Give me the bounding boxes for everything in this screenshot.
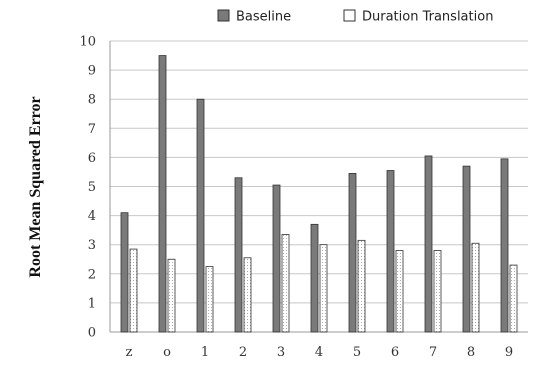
bar-duration-translation-8 bbox=[471, 242, 480, 333]
bar-duration-translation-7 bbox=[433, 250, 442, 333]
bar-baseline-1 bbox=[196, 98, 205, 333]
y-tick-label: 4 bbox=[88, 209, 96, 224]
bar-duration-translation-5 bbox=[357, 239, 366, 333]
y-tick-label: 1 bbox=[88, 296, 96, 311]
x-tick-label: 3 bbox=[277, 345, 285, 360]
bar-baseline-9 bbox=[500, 158, 509, 333]
y-axis-title: Root Mean Squared Error bbox=[27, 96, 44, 277]
y-tick-label: 10 bbox=[79, 35, 96, 50]
bar-baseline-7 bbox=[424, 155, 433, 333]
x-tick-labels: z o 1 2 3 4 5 6 7 8 9 bbox=[126, 345, 514, 360]
x-tick-label: 6 bbox=[391, 345, 399, 360]
x-tick-label: 4 bbox=[315, 345, 323, 360]
bar-baseline-z bbox=[120, 212, 129, 333]
legend-swatch-baseline bbox=[217, 9, 230, 22]
bar-baseline-5 bbox=[348, 173, 357, 333]
bar-baseline-8 bbox=[462, 165, 471, 333]
bar-duration-translation-2 bbox=[243, 257, 252, 333]
bar-duration-translation-3 bbox=[281, 234, 290, 333]
bar-baseline-3 bbox=[272, 184, 281, 333]
x-tick-label: o bbox=[163, 345, 171, 360]
x-tick-label: 7 bbox=[429, 345, 437, 360]
axes bbox=[109, 41, 528, 333]
x-tick-label: 9 bbox=[505, 345, 513, 360]
x-tick-label: z bbox=[126, 345, 133, 360]
legend-label-duration-translation: Duration Translation bbox=[362, 10, 493, 25]
bar-baseline-4 bbox=[310, 223, 319, 333]
legend-swatch-duration-translation bbox=[343, 9, 356, 22]
bar-duration-translation-9 bbox=[509, 264, 518, 333]
bars bbox=[120, 55, 518, 333]
y-tick-label: 7 bbox=[88, 122, 96, 137]
y-tick-label: 3 bbox=[88, 238, 96, 253]
y-tick-labels: 0 1 2 3 4 5 6 7 8 9 10 bbox=[79, 35, 96, 341]
bar-duration-translation-o bbox=[167, 258, 176, 333]
bar-baseline-2 bbox=[234, 177, 243, 333]
y-tick-label: 6 bbox=[88, 151, 96, 166]
x-tick-label: 8 bbox=[467, 345, 475, 360]
legend-label-baseline: Baseline bbox=[236, 10, 291, 25]
x-tick-label: 1 bbox=[201, 345, 209, 360]
bar-duration-translation-z bbox=[129, 248, 138, 333]
bar-duration-translation-4 bbox=[319, 244, 328, 333]
legend: Baseline Duration Translation bbox=[217, 9, 493, 25]
y-tick-label: 0 bbox=[88, 326, 96, 341]
bar-baseline-6 bbox=[386, 170, 395, 333]
x-tick-label: 5 bbox=[353, 345, 361, 360]
x-tick-label: 2 bbox=[239, 345, 247, 360]
bar-duration-translation-1 bbox=[205, 266, 214, 333]
bar-duration-translation-6 bbox=[395, 250, 404, 333]
y-tick-label: 9 bbox=[88, 64, 96, 79]
gridlines bbox=[110, 40, 528, 304]
y-tick-label: 8 bbox=[88, 93, 96, 108]
y-tick-label: 5 bbox=[88, 180, 96, 195]
y-tick-label: 2 bbox=[88, 267, 96, 282]
bar-baseline-o bbox=[158, 55, 167, 333]
